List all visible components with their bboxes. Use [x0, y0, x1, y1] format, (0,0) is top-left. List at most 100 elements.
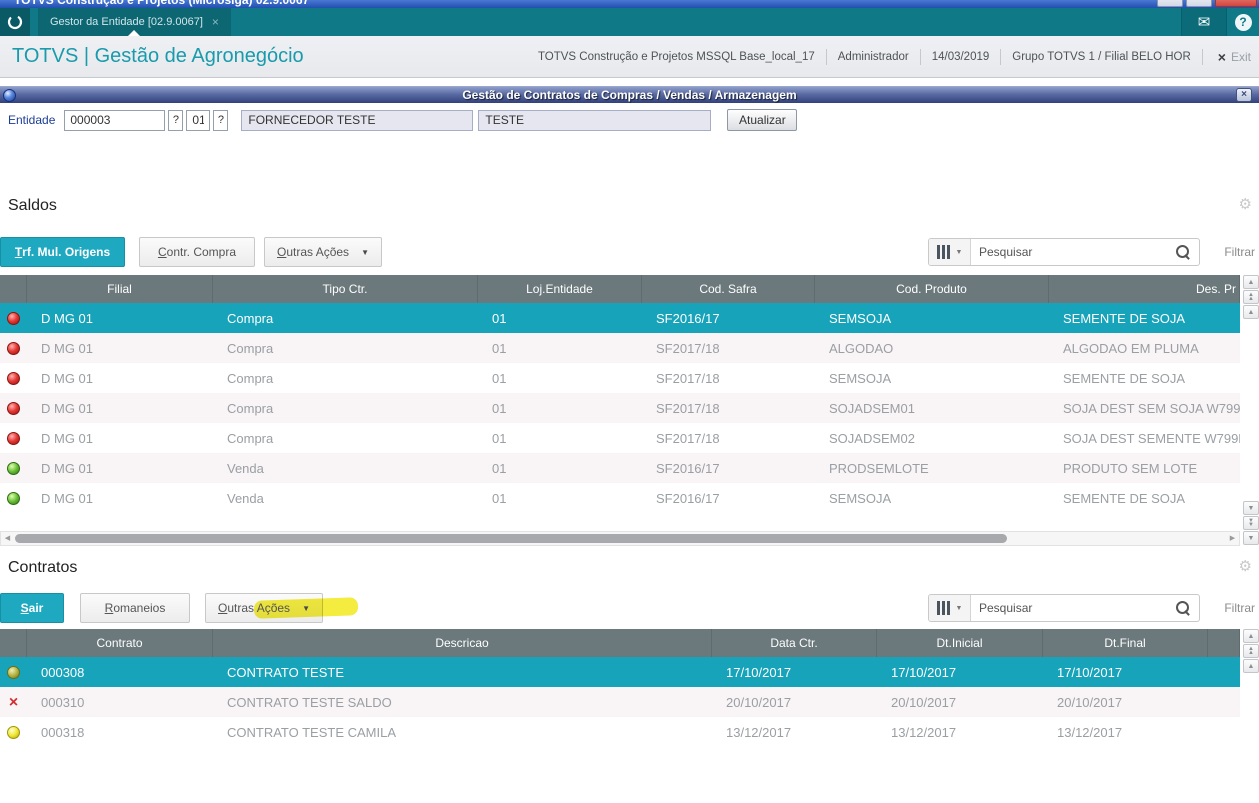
contratos-section-title: Contratos ⚙	[0, 558, 1259, 578]
date-label: 14/03/2019	[931, 50, 990, 63]
line-up-button[interactable]: ▲	[1243, 659, 1259, 673]
window-titlebar: TOTVS Construção e Projetos (Microsiga) …	[0, 0, 1259, 8]
saldos-table-body: D MG 01 Compra 01 SF2016/17 SEMSOJA SEMENTE D…	[0, 303, 1240, 513]
table-cell: SF2016/17	[656, 490, 720, 506]
table-row[interactable]: D MG 01 Venda 01 SF2016/17 PRODSEMLOTE PRODUT…	[0, 453, 1240, 483]
entity-code-lookup-button[interactable]: ?	[168, 109, 184, 131]
page-up-button[interactable]: ▲ ▲	[1243, 290, 1259, 304]
entity-name-field: FORNECEDOR TESTE	[241, 109, 474, 131]
column-filter-dropdown[interactable]: ▼	[929, 595, 971, 621]
tab-close-icon[interactable]: ×	[211, 15, 219, 29]
table-cell: 13/12/2017	[726, 724, 792, 740]
table-cell: SOJA DEST SEM SOJA W799R	[1063, 400, 1240, 416]
column-filter-dropdown[interactable]: ▼	[929, 239, 971, 265]
user-label: Administrador	[837, 50, 909, 63]
scroll-left-icon[interactable]: ◀	[4, 535, 11, 542]
table-row[interactable]: D MG 01 Compra 01 SF2017/18 ALGODAO ALGODAO E…	[0, 333, 1240, 363]
search-icon[interactable]	[1175, 600, 1191, 616]
table-cell: SF2017/18	[656, 340, 720, 356]
contratos-search-input[interactable]	[971, 600, 1175, 616]
table-cell: CONTRATO TESTE	[227, 664, 345, 680]
column-header[interactable]: Tipo Ctr.	[213, 275, 478, 303]
saldos-table: Filial Tipo Ctr. Loj.Entidade Cod. Safra Cod…	[0, 275, 1259, 546]
help-icon[interactable]: ?	[1227, 8, 1259, 36]
scroll-right-icon[interactable]: ▶	[1229, 535, 1236, 542]
tab-gestor-da-entidade[interactable]: Gestor da Entidade [02.9.0067] ×	[38, 8, 231, 36]
column-header[interactable]: Des. Pr	[1049, 275, 1240, 303]
red-status-icon	[7, 401, 20, 415]
saldos-search-input[interactable]	[971, 244, 1175, 260]
minimize-button[interactable]	[1157, 0, 1183, 7]
scroll-down-button[interactable]: ▼	[1243, 531, 1259, 545]
contratos-filter-link[interactable]: Filtrar	[1224, 601, 1255, 615]
olive-status-icon	[7, 665, 20, 679]
table-cell: 01	[492, 400, 507, 416]
table-row[interactable]: 000308 CONTRATO TESTE 17/10/2017 17/10/2017…	[0, 657, 1240, 687]
column-header[interactable]	[0, 275, 27, 303]
saldos-filter-link[interactable]: Filtrar	[1224, 245, 1255, 259]
maximize-button[interactable]	[1186, 0, 1212, 7]
column-header[interactable]: Dt.Inicial	[877, 629, 1043, 657]
refresh-button[interactable]: Atualizar	[727, 109, 798, 131]
table-row[interactable]: D MG 01 Compra 01 SF2017/18 SOJADSEM02 SOJA D…	[0, 423, 1240, 453]
column-header[interactable]: Filial	[27, 275, 213, 303]
gear-icon[interactable]: ⚙	[1238, 196, 1252, 213]
entity-form: Entidade ? ? FORNECEDOR TESTE TESTE Atua…	[0, 108, 1259, 132]
line-down-button[interactable]: ▼	[1243, 501, 1259, 515]
contratos-table-body: 000308 CONTRATO TESTE 17/10/2017 17/10/2017…	[0, 657, 1240, 747]
entity-store-input[interactable]	[186, 109, 211, 131]
column-header[interactable]	[0, 629, 27, 657]
column-header[interactable]	[1208, 629, 1240, 657]
table-row[interactable]: D MG 01 Compra 01 SF2017/18 SEMSOJA SEMENTE D…	[0, 363, 1240, 393]
column-header[interactable]: Cod. Produto	[815, 275, 1049, 303]
column-header[interactable]: Dt.Final	[1043, 629, 1208, 657]
table-cell: CONTRATO TESTE SALDO	[227, 694, 392, 710]
table-cell: Compra	[227, 340, 274, 356]
window-close-button[interactable]	[1215, 0, 1257, 7]
divider	[919, 48, 921, 65]
gear-icon[interactable]: ⚙	[1238, 558, 1252, 575]
page-up-button[interactable]: ▲ ▲	[1243, 644, 1259, 658]
entity-store-lookup-button[interactable]: ?	[213, 109, 229, 131]
table-cell: Compra	[227, 310, 274, 326]
column-header[interactable]: Data Ctr.	[712, 629, 877, 657]
line-up-button[interactable]: ▲	[1243, 305, 1259, 319]
column-header[interactable]: Descricao	[213, 629, 712, 657]
column-header[interactable]: Contrato	[27, 629, 213, 657]
table-cell: 20/10/2017	[726, 694, 792, 710]
column-header[interactable]: Loj.Entidade	[478, 275, 642, 303]
totvs-logo-icon[interactable]	[0, 8, 30, 36]
page-down-button[interactable]: ▼ ▼	[1243, 516, 1259, 530]
table-cell: Compra	[227, 370, 274, 386]
saldos-table-header: Filial Tipo Ctr. Loj.Entidade Cod. Safra Cod…	[0, 275, 1240, 303]
table-cell: 01	[492, 460, 507, 476]
scroll-up-button[interactable]: ▲	[1243, 629, 1259, 643]
table-row[interactable]: × 000310 CONTRATO TESTE SALDO 20/10/2017 20/…	[0, 687, 1240, 717]
table-cell: SEMSOJA	[829, 490, 892, 506]
search-icon[interactable]	[1175, 244, 1191, 260]
columns-icon	[936, 601, 952, 615]
horizontal-scrollbar[interactable]: ◀ ▶	[0, 531, 1240, 546]
table-row[interactable]: D MG 01 Compra 01 SF2016/17 SEMSOJA SEMENTE D…	[0, 303, 1240, 333]
scrollbar-thumb[interactable]	[15, 534, 1007, 543]
table-cell: 000318	[41, 724, 85, 740]
scroll-up-button[interactable]: ▲	[1243, 275, 1259, 289]
table-row[interactable]: 000318 CONTRATO TESTE CAMILA 13/12/2017 13/…	[0, 717, 1240, 747]
table-cell: D MG 01	[41, 490, 94, 506]
table-cell: 01	[492, 490, 507, 506]
column-header[interactable]: Cod. Safra	[642, 275, 815, 303]
saldos-vertical-rail: ▲ ▲ ▲ ▲ ▼ ▼ ▼ ▼	[1242, 275, 1259, 546]
table-row[interactable]: D MG 01 Compra 01 SF2017/18 SOJADSEM01 SOJA D…	[0, 393, 1240, 423]
dialog-close-button[interactable]: ×	[1236, 88, 1252, 102]
entity-code-input[interactable]	[64, 109, 166, 131]
table-row[interactable]: D MG 01 Venda 01 SF2016/17 SEMSOJA SEMENTE DE…	[0, 483, 1240, 513]
mail-icon[interactable]: ✉	[1181, 8, 1227, 36]
table-cell: PRODSEMLOTE	[829, 460, 929, 476]
exit-button[interactable]: × Exit	[1217, 48, 1251, 65]
